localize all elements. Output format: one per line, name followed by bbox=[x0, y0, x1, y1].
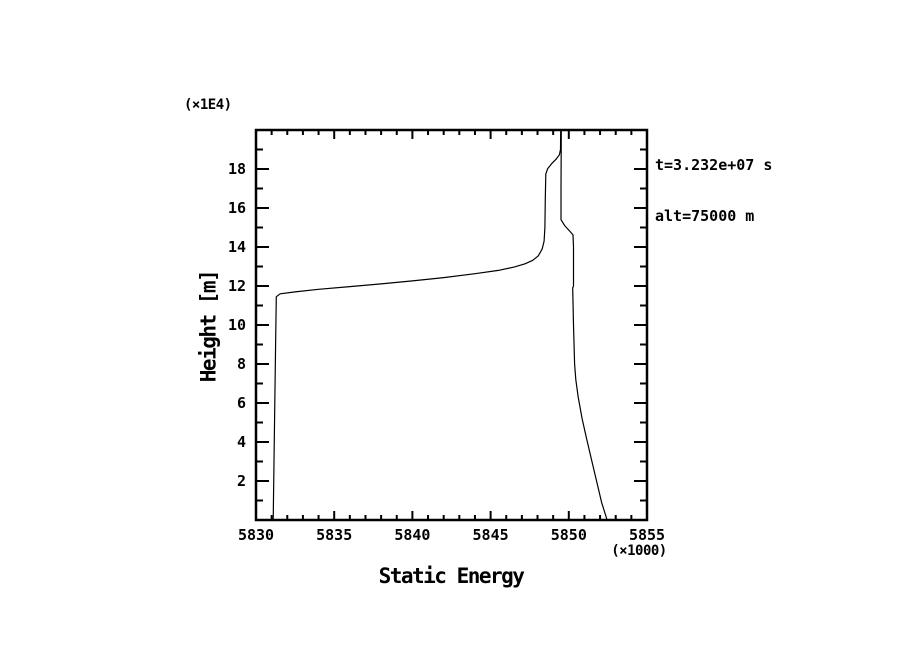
x-axis-title: Static Energy bbox=[378, 564, 525, 588]
y-tick-label: 14 bbox=[228, 238, 246, 256]
x-axis-scale-label: (×1000) bbox=[611, 543, 667, 559]
y-axis-scale-label: (×1E4) bbox=[184, 97, 232, 113]
y-tick-label: 12 bbox=[228, 277, 246, 295]
x-tick-label: 5840 bbox=[394, 526, 430, 544]
y-tick-label: 2 bbox=[237, 472, 246, 490]
y-tick-label: 8 bbox=[237, 355, 246, 373]
x-tick-label: 5845 bbox=[473, 526, 509, 544]
annotation-altitude: alt=75000 m bbox=[655, 207, 755, 225]
data-curve-static-energy-profile bbox=[272, 129, 608, 521]
x-tick-label: 5850 bbox=[551, 526, 587, 544]
x-tick-label: 5855 bbox=[629, 526, 665, 544]
plot-frame bbox=[254, 128, 649, 522]
annotation-time: t=3.232e+07 s bbox=[655, 156, 773, 174]
x-tick-label: 5835 bbox=[316, 526, 352, 544]
y-tick-label: 10 bbox=[228, 316, 246, 334]
y-tick-label: 16 bbox=[228, 199, 246, 217]
y-tick-label: 4 bbox=[237, 433, 246, 451]
y-tick-label: 18 bbox=[228, 160, 246, 178]
annotation-block: t=3.232e+07 s alt=75000 m bbox=[655, 123, 772, 259]
y-axis-title: Height [m] bbox=[196, 270, 221, 383]
y-tick-label: 6 bbox=[237, 394, 246, 412]
x-tick-label: 5830 bbox=[238, 526, 274, 544]
